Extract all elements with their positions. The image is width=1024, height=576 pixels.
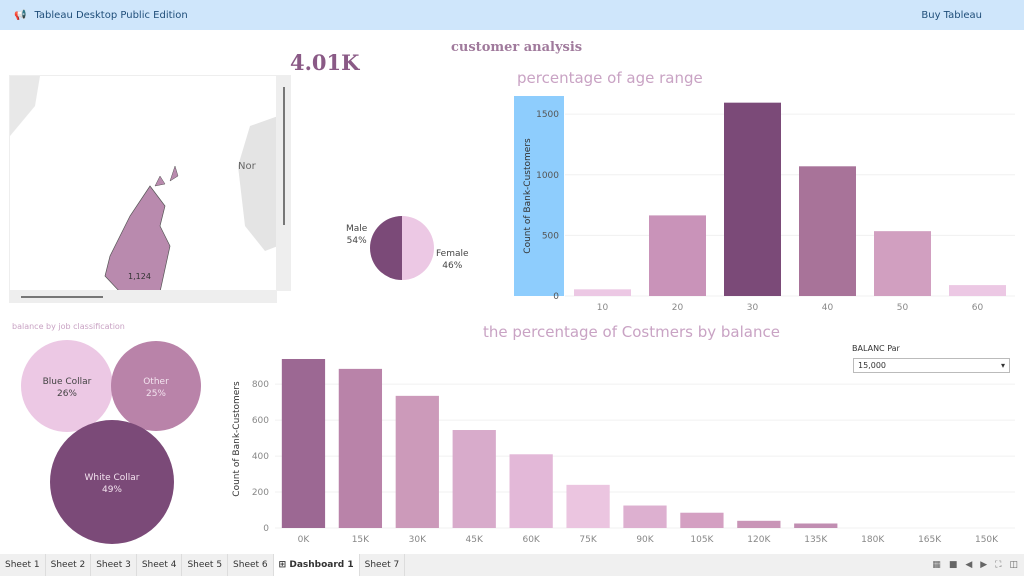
tab-label: Dashboard 1 [289,560,354,570]
y-tick-label: 500 [542,231,559,241]
fullscreen-icon[interactable]: ⛶ [995,560,1002,570]
balance-chart: 0 200 400 600 800 0K 15K 30K 45K 60K 75K 90K 105K 120… [232,358,1015,545]
tab-sheet-4[interactable]: Sheet 4 [137,554,183,576]
x-tick-label: 120K [747,535,771,545]
map-view[interactable]: Nor 1,124 [9,75,277,291]
x-tick-label: 20 [672,303,684,313]
balance-chart-title: the percentage of Costmers by balance [483,323,780,341]
pie-slice-female[interactable] [402,216,434,280]
x-tick-label: 0K [298,535,311,545]
bar-75K[interactable] [566,484,610,528]
y-tick-label: 600 [252,416,269,426]
bubble-white-collar[interactable] [50,420,174,544]
bar-60K[interactable] [509,454,553,528]
bubble-pct: 25% [146,389,166,399]
bar-20[interactable] [649,215,706,296]
bubble-label: Other [143,377,169,387]
bubble-blue-collar[interactable] [21,340,113,432]
balance-parameter-label: BALANC Par [852,344,900,353]
kpi-total-customers: 4.01K [290,50,360,75]
bar-10[interactable] [574,289,631,296]
y-axis-label: Count of Bank-Customers [232,381,242,497]
x-tick-label: 10 [597,303,609,313]
y-axis-label: Count of Bank-Customers [523,138,533,254]
bubble-pct: 26% [57,389,77,399]
bar-105K[interactable] [680,512,724,528]
x-tick-label: 60K [522,535,540,545]
x-tick-label: 50 [897,303,909,313]
y-tick-label: 200 [252,488,269,498]
pie-label-female: Female 46% [436,249,469,271]
chevron-down-icon[interactable]: ▾ [1000,361,1005,370]
app-title: Tableau Desktop Public Edition [34,9,188,21]
age-chart-title: percentage of age range [517,69,703,87]
x-tick-label: 30 [747,303,759,313]
tab-sheet-1[interactable]: Sheet 1 [0,554,46,576]
x-tick-label: 60 [972,303,984,313]
bar-30K[interactable] [395,395,439,528]
pie-label-male: Male 54% [346,224,368,246]
age-chart: 0 500 1000 1500 10 20 30 40 50 60 Count of Bank-Cu… [514,96,1015,313]
prev-icon[interactable]: ◀ [965,560,973,570]
parameter-value: 15,000 [858,361,886,370]
bar-90K[interactable] [623,505,667,528]
x-tick-label: 15K [352,535,370,545]
buy-tableau-link[interactable]: Buy Tableau [921,9,982,21]
map-label-country: Nor [238,161,257,172]
top-bar: 📢 Tableau Desktop Public Edition Buy Tab… [0,0,1024,30]
x-tick-label: 180K [861,535,885,545]
y-tick-label: 0 [263,524,269,534]
x-tick-label: 30K [409,535,427,545]
bar-135K[interactable] [794,523,838,528]
y-tick-label: 0 [553,292,559,302]
job-bubble-chart: Blue Collar 26% Other 25% White Collar 4… [21,340,201,544]
bubble-pct: 49% [102,485,122,495]
bar-60[interactable] [949,285,1006,296]
next-icon[interactable]: ▶ [980,560,988,570]
gender-pie [370,216,434,280]
bar-30[interactable] [724,102,781,297]
x-tick-label: 165K [918,535,942,545]
y-tick-label: 800 [252,380,269,390]
bar-15K[interactable] [338,368,383,528]
bubble-other[interactable] [111,341,201,431]
bubble-label: Blue Collar [43,377,92,387]
dashboard-icon: ⊞ [278,560,290,570]
bubble-label: White Collar [84,473,139,483]
bar-120K[interactable] [737,520,781,528]
balance-parameter-dropdown[interactable]: 15,000 ▾ [853,358,1010,373]
sheet-tab-bar: Sheet 1 Sheet 2 Sheet 3 Sheet 4 Sheet 5 … [0,554,1024,576]
bar-0K[interactable] [281,358,326,528]
tab-sheet-2[interactable]: Sheet 2 [46,554,92,576]
single-view-icon[interactable]: ■ [948,560,958,570]
map-region-value: 1,124 [128,272,151,281]
map-horizontal-scrollbar[interactable] [9,291,277,303]
grid-view-icon[interactable]: ▦ [932,560,941,570]
y-axis-band [514,96,564,296]
x-tick-label: 135K [804,535,828,545]
dashboard-title: customer analysis [451,40,583,55]
map-vertical-scrollbar[interactable] [277,75,291,291]
x-tick-label: 40 [822,303,834,313]
job-chart-title: balance by job classification [12,322,125,331]
x-tick-label: 90K [636,535,654,545]
x-tick-label: 105K [690,535,714,545]
pie-slice-male[interactable] [370,216,402,280]
bar-50[interactable] [874,231,931,296]
y-tick-label: 1500 [536,110,559,120]
bar-45K[interactable] [452,430,496,528]
x-tick-label: 45K [466,535,484,545]
y-tick-label: 1000 [536,171,559,181]
x-tick-label: 75K [579,535,597,545]
tab-dashboard-1[interactable]: ⊞ Dashboard 1 [273,554,360,576]
presentation-icon[interactable]: ◫ [1009,560,1018,570]
megaphone-icon: 📢 [14,9,27,21]
tab-sheet-7[interactable]: Sheet 7 [360,554,406,576]
tab-sheet-5[interactable]: Sheet 5 [182,554,229,576]
bar-40[interactable] [799,166,856,296]
y-tick-label: 400 [252,452,269,462]
tab-sheet-3[interactable]: Sheet 3 [91,554,137,576]
x-tick-label: 150K [975,535,999,545]
tab-sheet-6[interactable]: Sheet 6 [228,554,274,576]
